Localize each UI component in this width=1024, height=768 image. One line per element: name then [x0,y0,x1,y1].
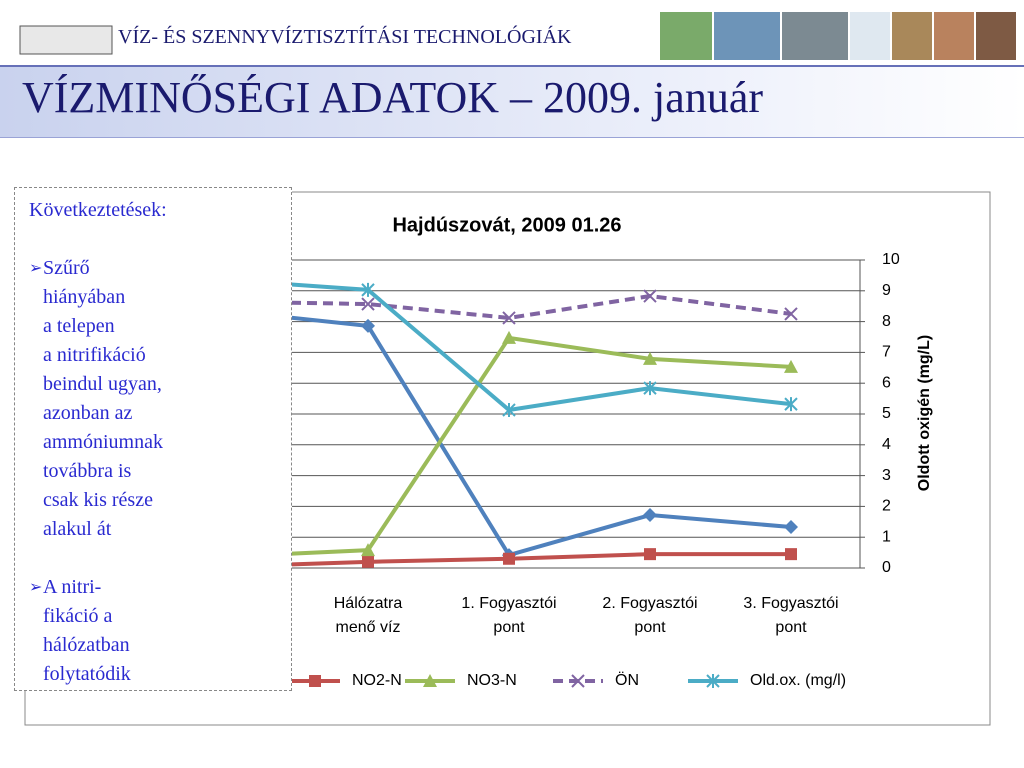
photo [714,12,780,60]
x-tick-label: 2. Fogyasztói pont [602,595,698,636]
data-point [503,552,515,565]
y-tick-label: 10 [882,251,900,268]
legend-label: Old.ox. (mg/l) [750,672,846,689]
university-logo [19,25,113,55]
x-tick-label: 1. Fogyasztói pont [461,595,557,636]
data-point [643,381,657,396]
x-tick-label: 3. Fogyasztói pont [743,595,839,636]
data-point [361,282,375,297]
slide-title: VÍZMINŐSÉGI ADATOK – 2009. január [22,73,763,122]
data-point [362,555,374,568]
data-point [784,359,798,373]
logo-photo [660,12,712,60]
notes-heading: Következtetések: [29,199,167,221]
data-point [643,351,657,365]
data-point [502,402,516,417]
data-point [784,520,798,535]
photo [934,12,974,60]
chart-title: Hajdúszovát, 2009 01.26 [392,214,621,236]
header-subtitle: VÍZ- ÉS SZENNYVÍZTISZTÍTÁSI TECHNOLÓGIÁK [118,26,572,48]
photo [850,12,890,60]
title-band [0,65,1024,138]
y-tick-label: 1 [882,528,891,545]
data-point [643,508,657,523]
photo [782,12,848,60]
y-tick-label: 9 [882,282,891,299]
y-tick-label: 4 [882,436,891,453]
y-tick-label: 5 [882,405,891,422]
data-point [785,548,797,561]
x-tick-label: Hálózatra menő víz [333,595,403,636]
notes-box: Következtetések: Szűrő hiányában a telep… [14,187,292,691]
data-point [361,543,375,557]
y-axis-label: Oldott oxigén (mg/L) [916,335,933,491]
legend-label: NO2-N [352,672,402,689]
y-tick-label: 6 [882,374,891,391]
data-point [784,397,798,412]
data-point [643,289,657,303]
bullet: Szűrő hiányában a telepen a nitrifikáció… [29,254,291,544]
y-tick-label: 0 [882,559,891,576]
data-point [784,307,798,321]
data-point [361,318,375,333]
data-point [502,330,516,344]
legend-label: ÖN [615,671,639,689]
data-point [644,548,656,561]
legend-marker [309,675,321,687]
legend-marker [571,674,585,688]
bullet: A nitri- fikáció a hálózatban folytatódi… [29,573,291,689]
y-tick-label: 8 [882,313,891,330]
legend-label: NO3-N [467,672,517,689]
series-line [226,294,792,320]
legend-marker [706,674,720,688]
data-point [502,311,516,325]
y-tick-label: 7 [882,344,891,361]
y-tick-label: 2 [882,498,891,515]
y-tick-label: 3 [882,467,891,484]
photo [976,12,1016,60]
legend-marker [423,674,437,687]
photo [892,12,932,60]
data-point [361,297,375,311]
